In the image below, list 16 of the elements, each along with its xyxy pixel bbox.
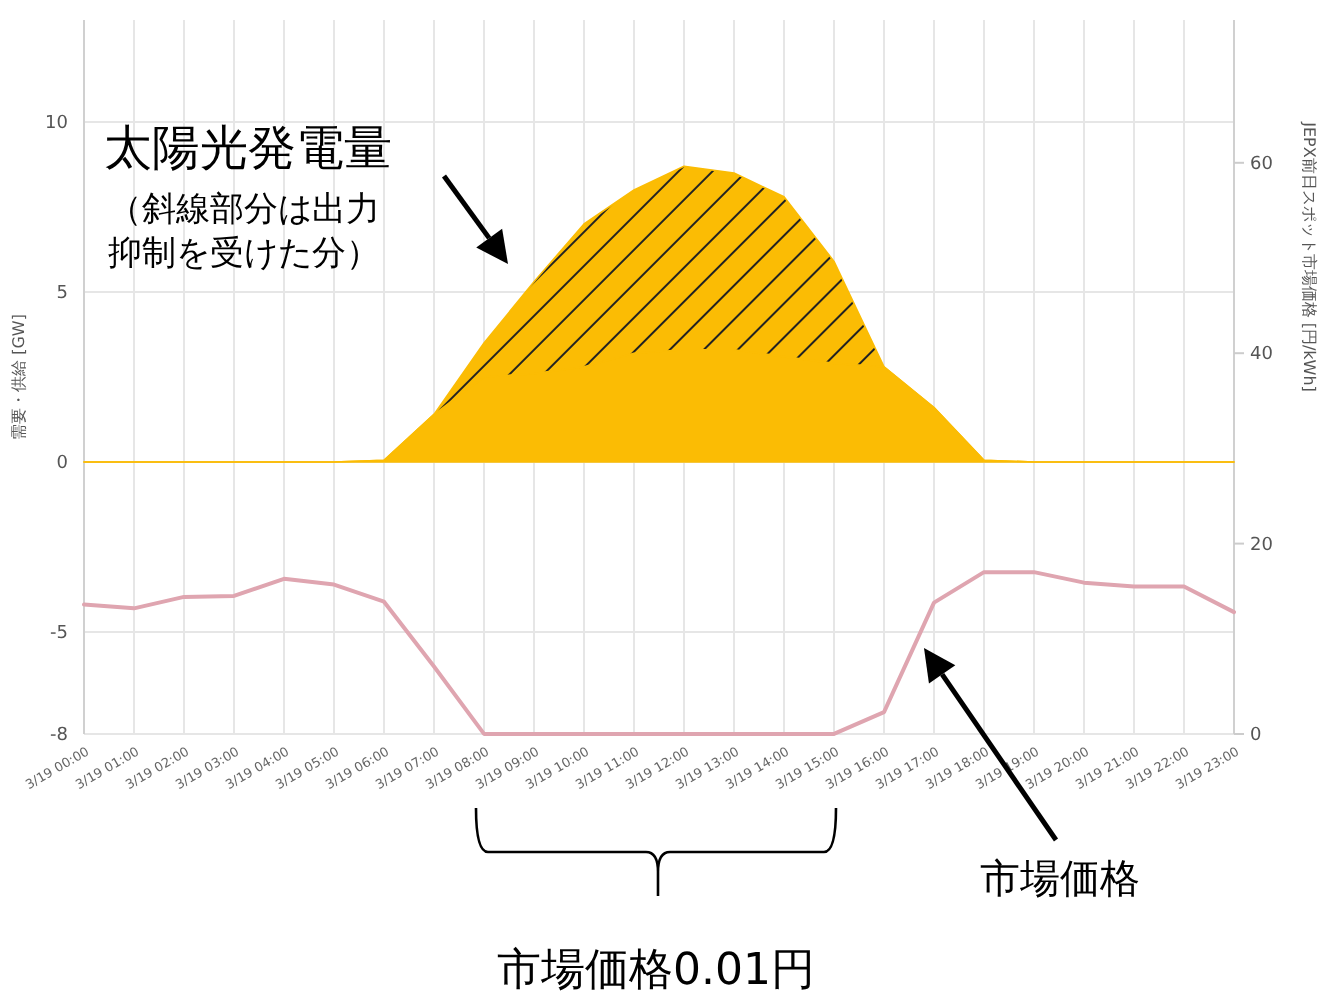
- y-tick-label: 5: [56, 284, 68, 304]
- y-tick-label: 10: [45, 114, 69, 134]
- y-tick-label: -5: [50, 624, 68, 644]
- y2-tick-label: 20: [1250, 535, 1274, 556]
- y2-axis-title: JEPX前日スポット市場価格 [円/kWh]: [1300, 120, 1318, 392]
- y-tick-label: -8: [50, 726, 69, 746]
- y-tick-label: 0: [56, 454, 69, 474]
- text: 市場価格0.01円: [497, 946, 815, 996]
- y-axis-title: 需要・供給 [GW]: [10, 314, 28, 440]
- line-series: [82, 570, 1236, 736]
- y2-tick-label: 40: [1250, 345, 1274, 366]
- y2-tick-label: 0: [1250, 726, 1262, 746]
- text: 市場価格: [980, 854, 1140, 902]
- annotation: （斜線部分は出力抑制を受けた分）: [108, 190, 380, 274]
- y2-tick-label: 60: [1250, 154, 1274, 175]
- annotation: 太陽光発電量: [104, 120, 392, 176]
